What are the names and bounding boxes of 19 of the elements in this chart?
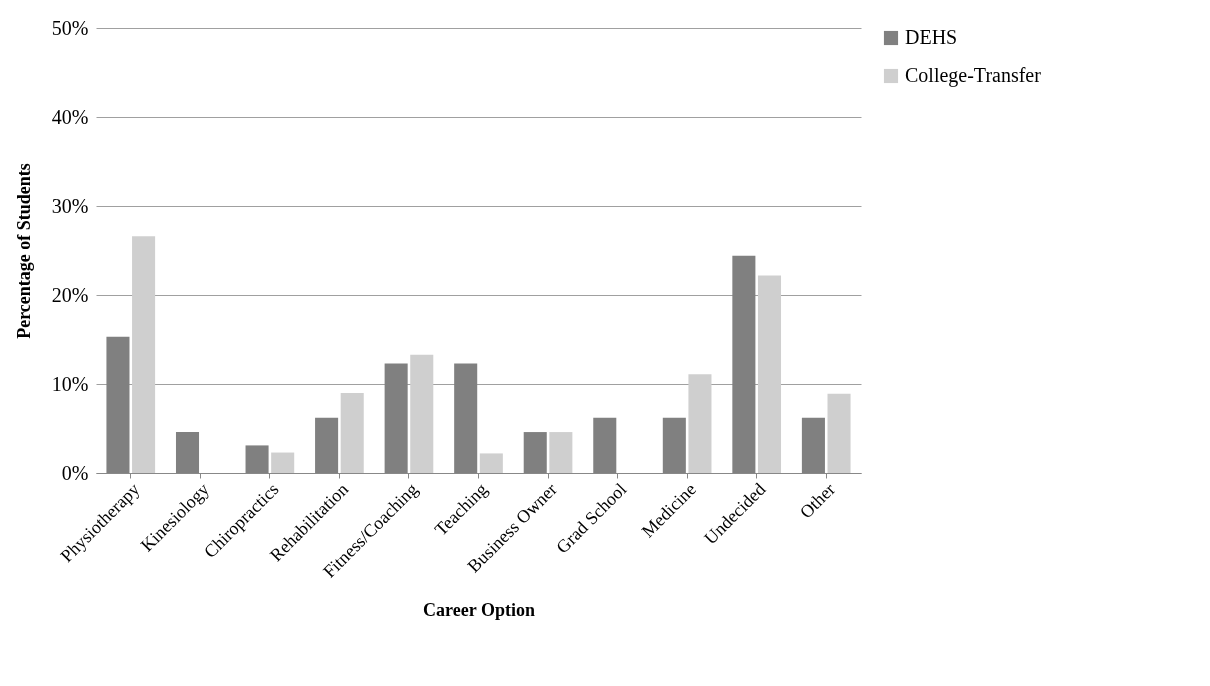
y-tick-label: 0% [61,461,89,484]
legend-label: College-Transfer [905,64,1042,87]
y-axis-title: Percentage of Students [13,163,34,339]
y-tick-label: 50% [51,16,89,39]
bar [340,392,364,473]
legend-label: DEHS [905,26,958,48]
bar [132,236,156,473]
bar [688,374,712,473]
bar [271,452,295,473]
bar [410,354,434,473]
bar [549,432,573,473]
bar [827,393,851,473]
y-tick-label: 40% [51,105,89,128]
bar [757,275,782,473]
y-tick-label: 30% [51,194,89,217]
bar [479,453,503,473]
y-tick-label: 20% [51,283,89,306]
x-axis-title: Career Option [423,599,535,620]
y-tick-label: 10% [51,372,89,395]
